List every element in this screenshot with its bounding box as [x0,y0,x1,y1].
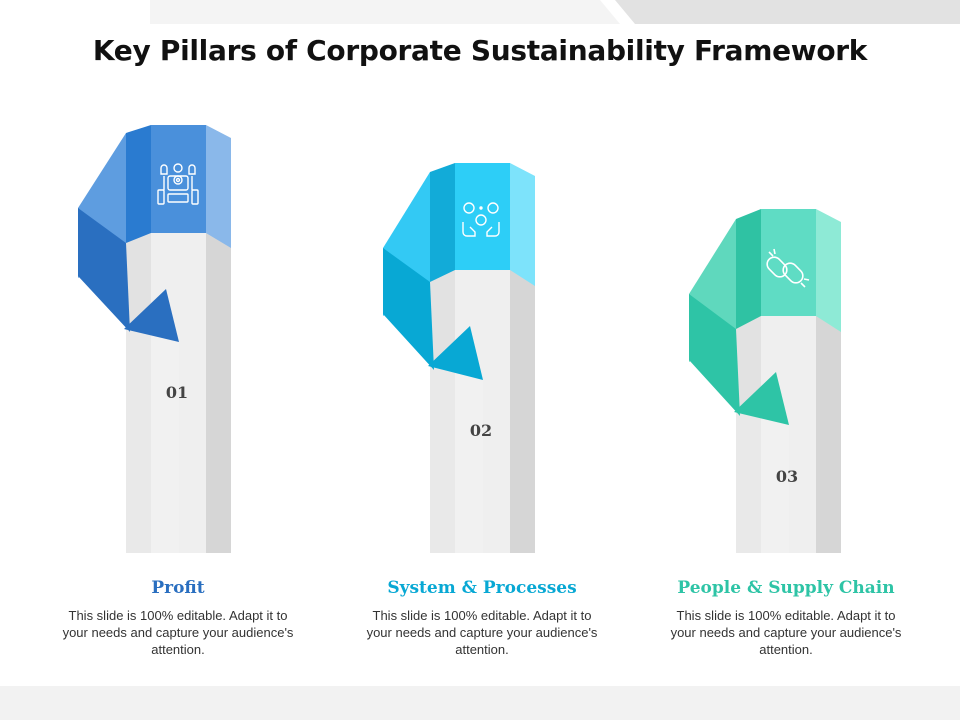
top-decor-bar [0,0,960,24]
chain-link-icon [766,248,810,288]
pillar-3-title: People & Supply Chain [677,578,895,598]
pillar-1-title: Profit [151,578,205,598]
pillar-2-number: 02 [469,421,493,440]
pillar-2-title: System & Processes [387,578,577,598]
hands-coins-icon [462,202,500,237]
pillar-3-description: This slide is 100% editable. Adapt it to… [670,608,902,657]
pillar-3-number: 03 [775,467,799,486]
pillar-1 [78,125,231,553]
pillar-3 [689,209,841,553]
pillar-1-number: 01 [165,383,189,402]
bottom-decor-bar [0,686,960,720]
robot-gears-icon [157,163,199,205]
pillar-1-description: This slide is 100% editable. Adapt it to… [62,608,294,657]
page-title: Key Pillars of Corporate Sustainability … [92,34,868,67]
pillar-2-description: This slide is 100% editable. Adapt it to… [366,608,598,657]
pillar-2 [383,163,535,553]
